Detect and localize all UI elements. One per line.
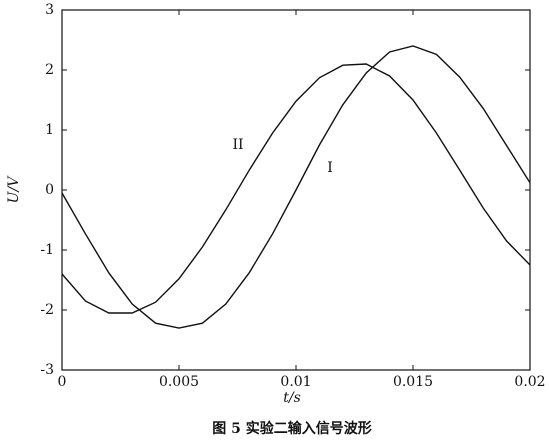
series-label: I	[327, 160, 333, 176]
x-tick-label: 0	[58, 374, 67, 390]
y-axis-label: U/V	[6, 175, 22, 204]
x-tick-label: 0.01	[280, 374, 311, 390]
y-tick-label: 1	[45, 122, 54, 138]
y-tick-label: -1	[40, 242, 54, 258]
series-line	[61, 63, 531, 314]
y-tick-label: 0	[45, 182, 54, 198]
series-label: II	[232, 137, 243, 153]
x-tick-label: 0.02	[514, 374, 545, 390]
x-tick-label: 0.015	[393, 374, 433, 390]
caption: 图 5 实验二输入信号波形	[212, 420, 372, 437]
x-axis-label: t/s	[283, 390, 301, 406]
y-tick-label: -2	[40, 302, 54, 318]
y-tick-label: -3	[40, 362, 54, 378]
y-tick-label: 3	[45, 2, 54, 18]
series-line	[61, 45, 531, 329]
x-tick-label: 0.005	[159, 374, 199, 390]
y-tick-label: 2	[45, 62, 54, 78]
